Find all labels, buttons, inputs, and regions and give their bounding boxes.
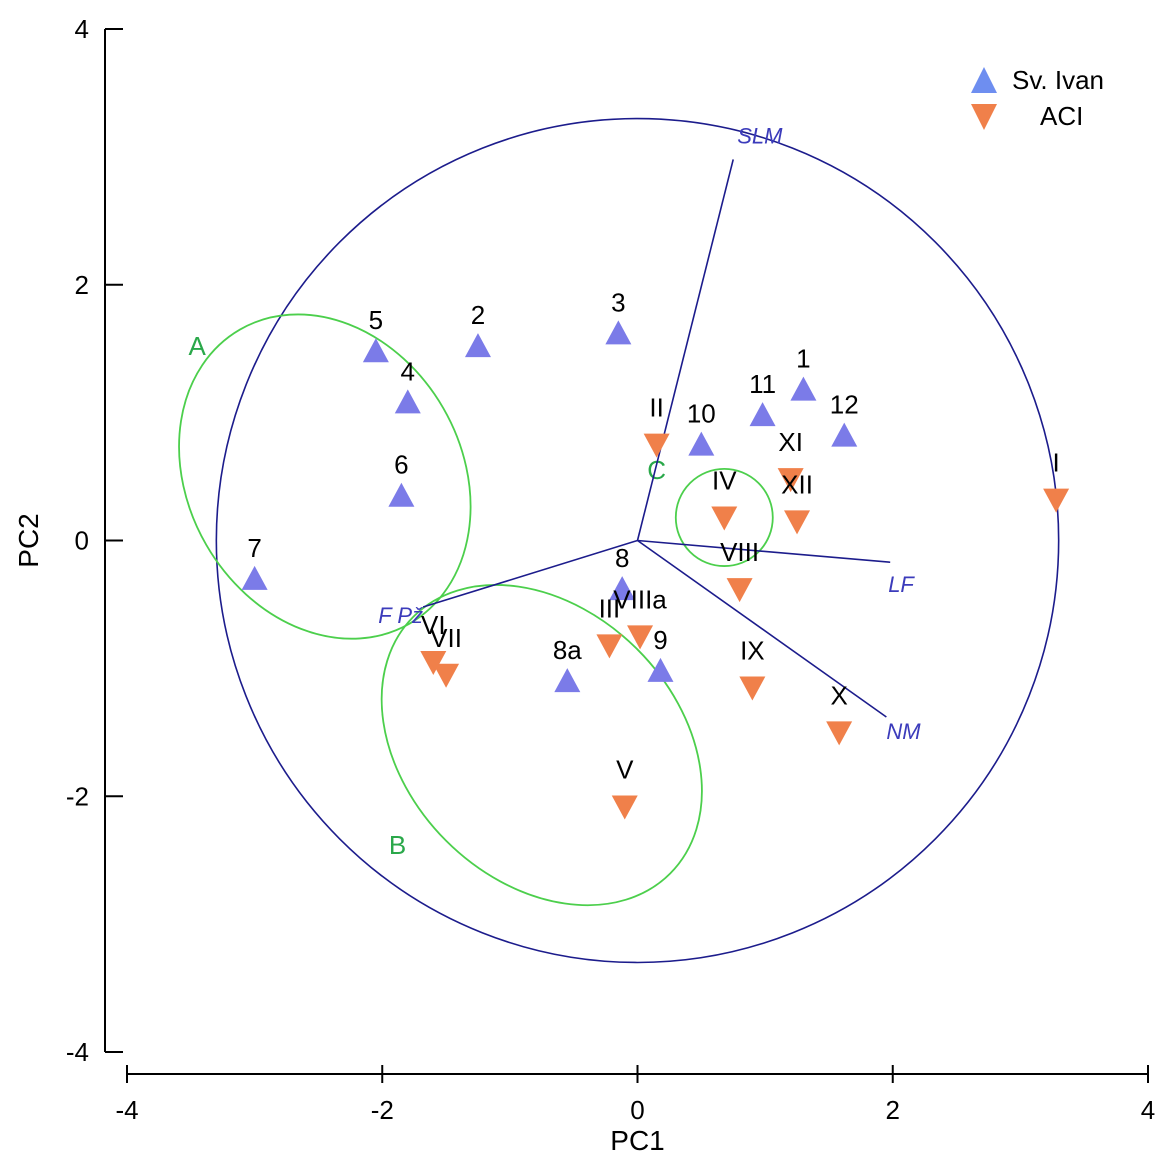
point-label-1: 1 — [796, 344, 810, 374]
vector-f-p — [422, 539, 638, 608]
aci-marker-iii — [596, 634, 623, 659]
group-label-c: C — [647, 455, 666, 485]
point-label-vii: VII — [430, 623, 462, 653]
vector-lf — [637, 539, 891, 564]
group-ellipse-a — [178, 313, 472, 640]
y-tick-label: 4 — [75, 14, 89, 44]
sv-ivan-marker-8 — [609, 576, 636, 601]
group-label-b: B — [389, 830, 406, 860]
vector-label-f-p: F Pž — [378, 603, 423, 628]
sv-ivan-marker-5 — [362, 338, 389, 363]
point-label-iii: III — [599, 593, 621, 623]
legend-marker-sv-ivan — [971, 67, 997, 93]
x-tick-label: -4 — [115, 1095, 138, 1125]
point-label-5: 5 — [369, 305, 383, 335]
sv-ivan-marker-1 — [790, 376, 817, 401]
point-label-viiia: VIIIa — [613, 584, 667, 614]
y-tick-label: 2 — [75, 270, 89, 300]
aci-marker-xi — [777, 468, 804, 493]
sv-ivan-marker-4 — [394, 389, 421, 414]
aci-marker-vi — [420, 650, 447, 675]
point-label-vi: VI — [421, 610, 446, 640]
point-label-10: 10 — [687, 399, 716, 429]
point-label-x: X — [830, 680, 847, 710]
x-axis-title: PC1 — [610, 1125, 664, 1156]
aci-marker-viii — [726, 578, 753, 603]
point-label-xii: XII — [781, 469, 813, 499]
aci-marker-viiia — [627, 625, 654, 650]
legend-label-aci: ACI — [1040, 101, 1083, 131]
sv-ivan-marker-11 — [749, 402, 776, 427]
point-label-8: 8 — [615, 543, 629, 573]
point-label-2: 2 — [471, 300, 485, 330]
y-axis-title: PC2 — [13, 513, 44, 567]
sv-ivan-marker-3 — [605, 320, 632, 345]
aci-marker-ix — [739, 676, 766, 701]
point-label-v: V — [616, 754, 634, 784]
y-tick-label: 0 — [75, 526, 89, 556]
legend-marker-aci — [971, 104, 997, 130]
legend: Sv. Ivan ACI — [971, 65, 1104, 131]
point-label-12: 12 — [830, 390, 859, 420]
sv-ivan-marker-2 — [464, 333, 491, 358]
sv-ivan-marker-9 — [647, 657, 674, 682]
y-tick-label: -2 — [66, 781, 89, 811]
point-label-9: 9 — [653, 625, 667, 655]
point-label-i: I — [1052, 448, 1059, 478]
group-ellipse-c — [674, 467, 774, 567]
point-label-11: 11 — [749, 369, 776, 399]
correlation-circle — [215, 117, 1060, 964]
legend-label-sv-ivan: Sv. Ivan — [1012, 65, 1104, 95]
point-label-4: 4 — [401, 356, 415, 386]
x-tick-label: 4 — [1141, 1095, 1155, 1125]
vector-label-lf: LF — [888, 572, 915, 597]
vector-nm — [637, 539, 887, 718]
group-label-a: A — [189, 331, 207, 361]
point-label-viii: VIII — [720, 537, 759, 567]
point-label-ii: II — [649, 393, 663, 423]
sv-ivan-marker-7 — [241, 565, 268, 590]
group-ellipses-layer: A B C — [178, 313, 774, 907]
sv-ivan-marker-10 — [688, 431, 715, 456]
y-tick-label: -4 — [66, 1037, 89, 1067]
sv-ivan-marker-6 — [388, 482, 415, 507]
aci-marker-xii — [784, 510, 811, 535]
point-label-7: 7 — [247, 533, 261, 563]
aci-marker-vii — [433, 663, 460, 688]
point-label-6: 6 — [394, 450, 408, 480]
vector-label-slm: SLM — [737, 123, 783, 148]
point-label-xi: XI — [778, 427, 803, 457]
x-tick-label: 2 — [886, 1095, 900, 1125]
sv-ivan-marker-8a — [554, 668, 581, 693]
sv-ivan-marker-12 — [831, 422, 858, 447]
aci-marker-iv — [711, 506, 738, 531]
group-ellipse-b — [380, 584, 703, 907]
vector-label-nm: NM — [886, 719, 921, 744]
x-tick-label: 0 — [630, 1095, 644, 1125]
aci-marker-ii — [643, 433, 670, 458]
loading-vectors-layer: SLM LF NM F Pž — [378, 123, 921, 744]
point-label-8a: 8a — [553, 635, 582, 665]
aci-marker-i — [1043, 488, 1070, 513]
point-label-ix: IX — [740, 636, 765, 666]
point-label-iv: IV — [712, 465, 737, 495]
axes: -4 -2 0 2 4 -4 -2 0 2 4 PC1 PC2 — [13, 14, 1155, 1156]
aci-marker-x — [826, 721, 853, 746]
aci-marker-v — [611, 795, 638, 820]
vector-slm — [636, 159, 734, 541]
point-label-3: 3 — [611, 287, 625, 317]
correlation-circle-layer — [215, 117, 1060, 964]
x-tick-label: -2 — [371, 1095, 394, 1125]
